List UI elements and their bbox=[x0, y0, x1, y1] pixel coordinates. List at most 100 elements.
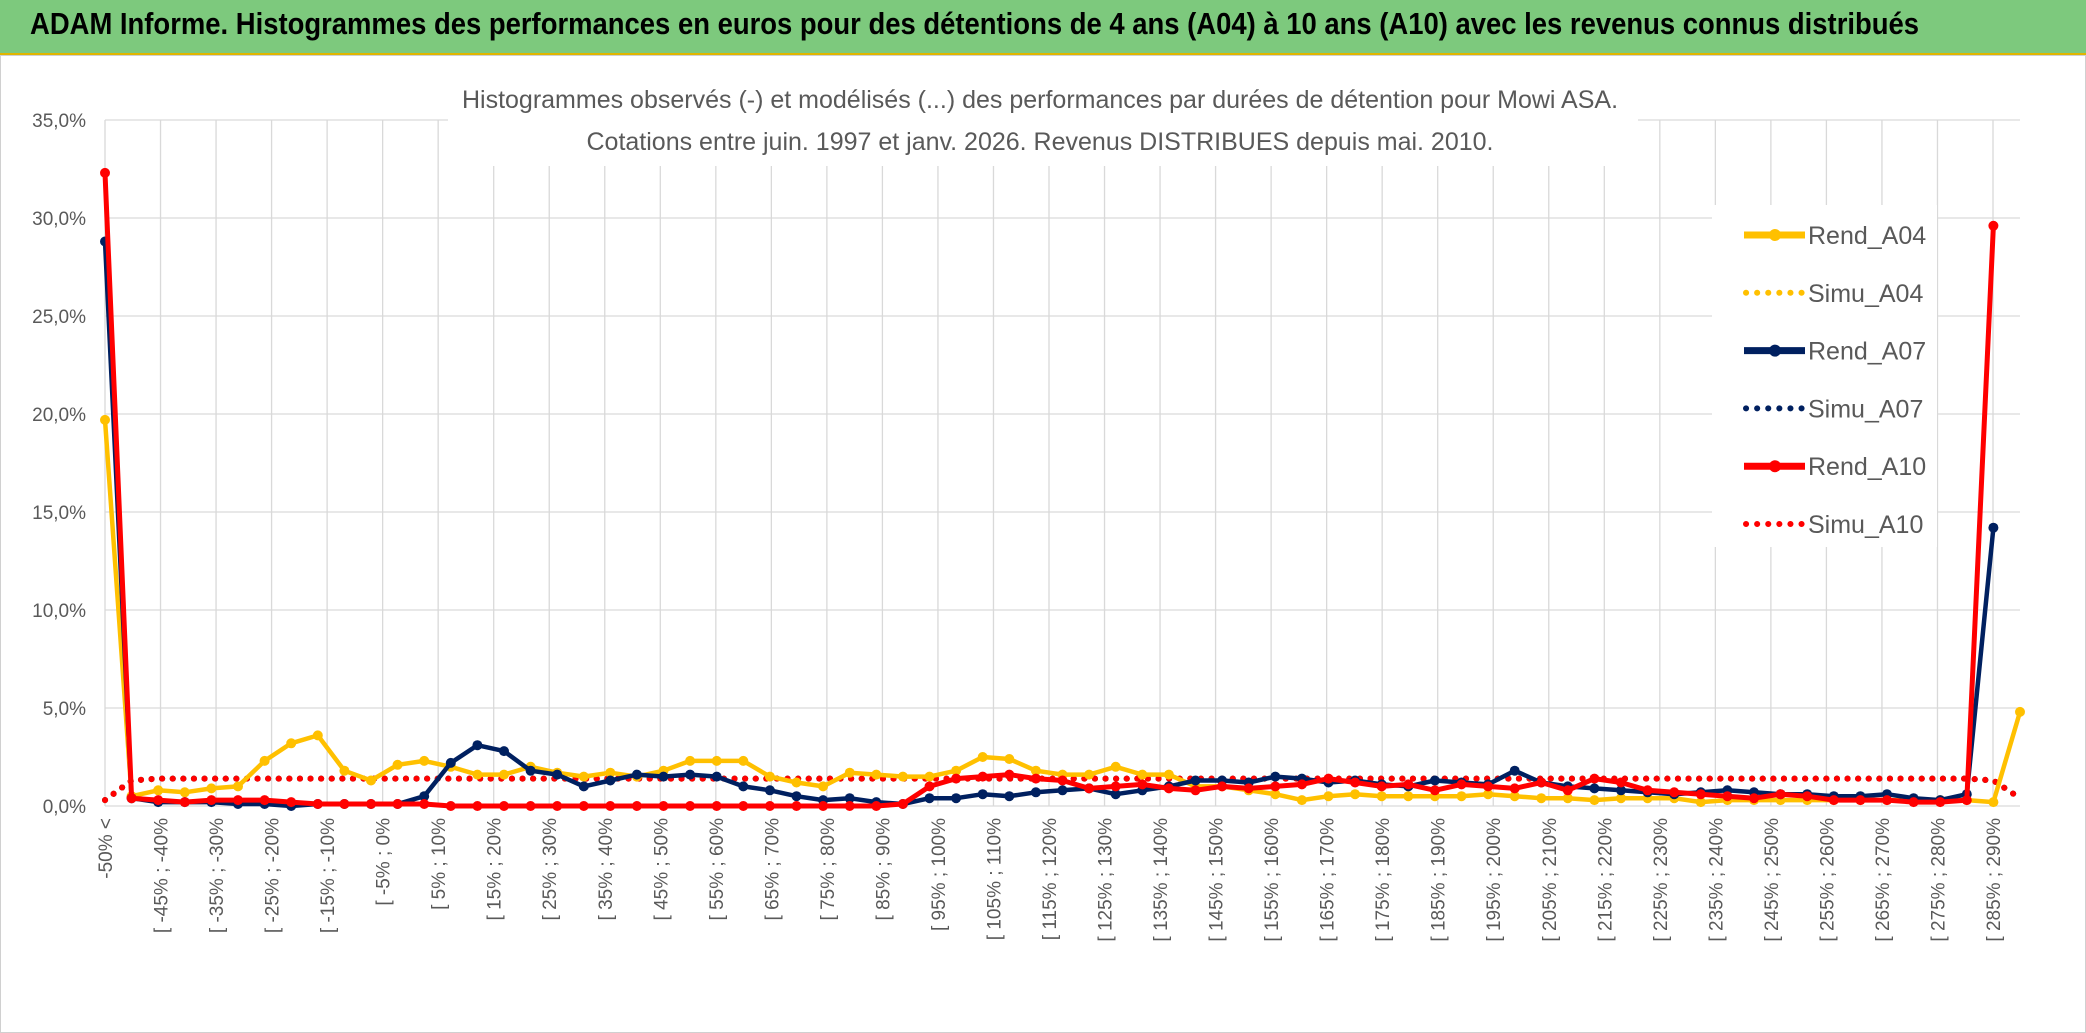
data-point bbox=[1988, 797, 1999, 808]
data-point bbox=[499, 801, 509, 811]
header-bar: ADAM Informe. Histogrammes des performan… bbox=[0, 0, 2086, 55]
data-point bbox=[1217, 781, 1228, 792]
legend-marker bbox=[1769, 344, 1781, 357]
data-point bbox=[605, 775, 616, 786]
x-tick-label: [ 185% ; 190% bbox=[1429, 818, 1450, 942]
data-point bbox=[1429, 775, 1440, 786]
data-point bbox=[1403, 779, 1414, 790]
x-tick-label: [ 225% ; 230% bbox=[1651, 818, 1672, 942]
data-point bbox=[711, 771, 722, 782]
legend-marker bbox=[1769, 460, 1781, 473]
data-point bbox=[472, 740, 483, 751]
data-point bbox=[578, 771, 589, 782]
x-tick-label: [ 25% ; 30% bbox=[540, 818, 561, 921]
data-point bbox=[233, 795, 243, 806]
data-point bbox=[818, 801, 829, 811]
data-point bbox=[1483, 789, 1494, 800]
data-point bbox=[738, 801, 749, 811]
data-point bbox=[924, 771, 935, 782]
data-point bbox=[286, 797, 297, 808]
data-point bbox=[153, 795, 164, 806]
data-point bbox=[2015, 706, 2025, 717]
data-point bbox=[1243, 783, 1254, 794]
data-point bbox=[1509, 765, 1520, 776]
data-point bbox=[844, 801, 855, 811]
data-point bbox=[366, 775, 376, 786]
legend-background bbox=[1712, 205, 1937, 547]
data-point bbox=[1775, 789, 1786, 800]
x-tick-label: [ 215% ; 220% bbox=[1595, 818, 1616, 942]
data-point bbox=[366, 799, 376, 809]
data-point bbox=[472, 801, 483, 811]
data-point bbox=[951, 773, 962, 784]
data-point bbox=[1536, 777, 1547, 788]
legend-item-Rend_A04: Rend_A04 bbox=[1744, 222, 1926, 250]
x-tick-label: [ 235% ; 240% bbox=[1706, 818, 1727, 942]
data-point bbox=[685, 801, 696, 811]
series-layer bbox=[100, 167, 2025, 811]
data-point bbox=[1137, 769, 1148, 780]
data-point bbox=[844, 793, 855, 804]
data-point bbox=[312, 799, 323, 809]
data-point bbox=[179, 787, 190, 798]
x-tick-label: [ 55% ; 60% bbox=[707, 818, 728, 921]
data-point bbox=[552, 801, 563, 811]
data-point bbox=[392, 759, 403, 770]
data-point bbox=[1961, 795, 1972, 806]
data-point bbox=[1084, 769, 1095, 780]
x-tick-label: [ 265% ; 270% bbox=[1873, 818, 1894, 942]
x-tick-label: [ -45% ; -40% bbox=[152, 818, 173, 933]
x-tick-label: [ 195% ; 200% bbox=[1484, 818, 1505, 942]
x-tick-label: [ 125% ; 130% bbox=[1096, 818, 1117, 942]
data-point bbox=[631, 769, 642, 780]
x-tick-label: [ -35% ; -30% bbox=[207, 818, 228, 933]
data-point bbox=[1110, 789, 1121, 800]
data-point bbox=[1376, 781, 1387, 792]
x-tick-label: [ 285% ; 290% bbox=[1984, 818, 2005, 942]
data-point bbox=[233, 781, 243, 792]
legend-label: Simu_A10 bbox=[1808, 511, 1923, 539]
y-tick-label: 20,0% bbox=[32, 405, 86, 426]
x-tick-label: [ 65% ; 70% bbox=[762, 818, 783, 921]
data-point bbox=[1004, 791, 1015, 802]
data-point bbox=[206, 783, 217, 794]
data-point bbox=[1988, 220, 1999, 231]
header-title: ADAM Informe. Histogrammes des performan… bbox=[30, 6, 1920, 41]
data-point bbox=[1562, 793, 1573, 804]
data-point bbox=[1403, 791, 1414, 802]
legend-marker bbox=[1769, 229, 1781, 241]
data-point bbox=[1855, 795, 1866, 806]
data-point bbox=[711, 801, 722, 811]
data-point bbox=[1296, 795, 1307, 806]
data-point bbox=[1057, 785, 1068, 796]
legend-label: Simu_A07 bbox=[1808, 395, 1923, 423]
data-point bbox=[1616, 793, 1626, 804]
data-point bbox=[1376, 791, 1387, 802]
x-tick-label: [ 5% ; 10% bbox=[429, 818, 450, 910]
x-tick-label: [ 45% ; 50% bbox=[651, 818, 672, 921]
data-point bbox=[1137, 779, 1148, 790]
data-point bbox=[1509, 783, 1520, 794]
data-point bbox=[472, 769, 483, 780]
x-tick-label: [ 205% ; 210% bbox=[1540, 818, 1561, 942]
x-axis-ticks: -50% < [ -45% ; -40% [ -35% ; -30% [ -25% ;… bbox=[96, 818, 2005, 942]
data-point bbox=[1935, 797, 1946, 808]
data-point bbox=[924, 793, 935, 804]
legend-label: Rend_A07 bbox=[1808, 338, 1926, 366]
data-point bbox=[1350, 789, 1361, 800]
data-point bbox=[499, 769, 509, 780]
legend-label: Rend_A10 bbox=[1808, 453, 1926, 481]
data-point bbox=[1589, 773, 1600, 784]
data-point bbox=[100, 414, 110, 425]
data-point bbox=[419, 791, 430, 802]
data-point bbox=[1030, 773, 1041, 784]
data-point bbox=[1190, 775, 1201, 786]
data-point bbox=[1163, 769, 1174, 780]
data-point bbox=[738, 781, 749, 792]
data-point bbox=[1988, 522, 1999, 533]
y-tick-label: 0,0% bbox=[43, 797, 86, 818]
data-point bbox=[552, 769, 563, 780]
data-point bbox=[259, 755, 270, 766]
data-point bbox=[259, 795, 270, 806]
